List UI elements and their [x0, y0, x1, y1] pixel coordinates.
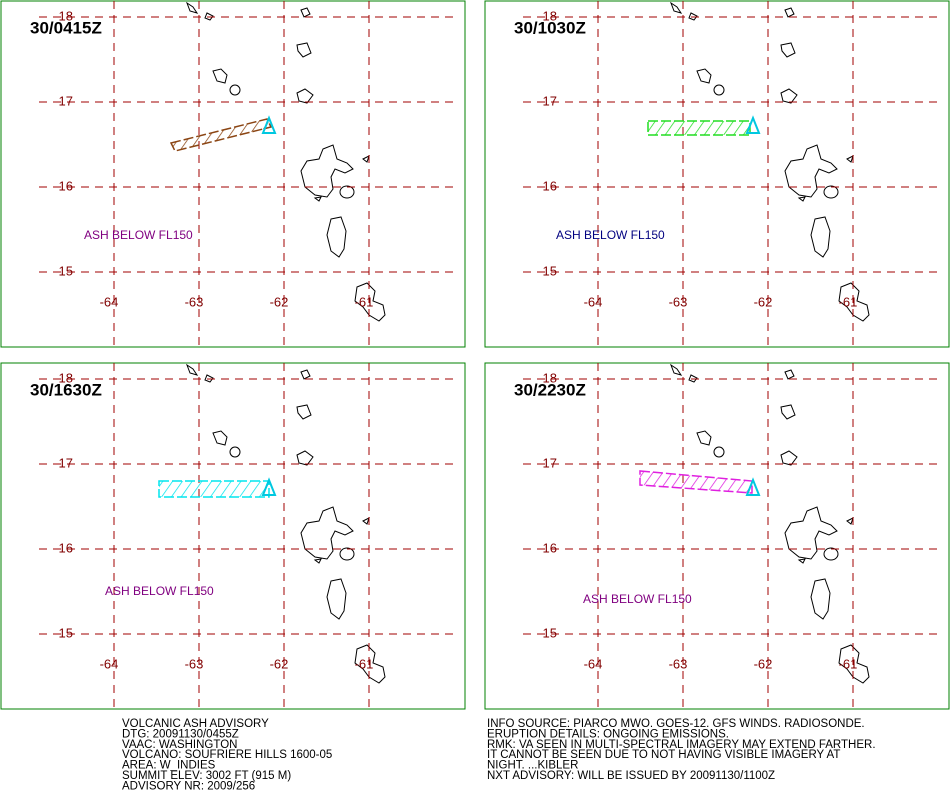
panel-frame — [484, 0, 950, 348]
longitude-label: -64 — [100, 294, 119, 309]
panel-frame — [484, 362, 950, 710]
advisory-text: SUMMIT ELEV: 3002 FT (915 M) — [122, 770, 291, 782]
ash-annotation: ASH BELOW FL150 — [105, 584, 214, 598]
longitude-label: -62 — [754, 656, 773, 671]
longitude-label: -63 — [669, 656, 688, 671]
advisory-text: NIGHT. ...KIBLER — [487, 760, 578, 772]
ash-area — [639, 470, 753, 494]
map-panel: 18 17 16 15 -64 -63 -62 -61 30/1030Z ASH BELOW FL… — [484, 0, 950, 348]
latitude-label: 15 — [59, 625, 73, 640]
advisory-text: ADVISORY NR: 2009/256 — [122, 780, 255, 792]
longitude-label: -64 — [584, 294, 603, 309]
ash-area — [647, 120, 751, 136]
longitude-label: -61 — [355, 656, 374, 671]
ash-annotation: ASH BELOW FL150 — [556, 228, 665, 242]
map-panel: 18 17 16 15 -64 -63 -62 -61 30/2230Z ASH BELOW FL… — [484, 362, 950, 710]
advisory-text: IT CANNOT BE SEEN DUE TO NOT HAVING VISI… — [487, 749, 840, 761]
latitude-label: 17 — [59, 455, 73, 470]
latitude-label: 18 — [59, 8, 73, 23]
advisory-text: AREA: W_INDIES — [122, 760, 216, 772]
valid-time: 30/2230Z — [514, 380, 586, 399]
panel-frame — [0, 362, 466, 710]
latitude-label: 16 — [543, 540, 557, 555]
longitude-label: -62 — [754, 294, 773, 309]
longitude-label: -62 — [270, 294, 289, 309]
latitude-label: 16 — [59, 540, 73, 555]
panel-frame — [0, 0, 466, 348]
map-panel: 18 17 16 15 -64 -63 -62 -61 30/1630Z ASH BELOW FL… — [0, 362, 466, 710]
advisory-text: ERUPTION DETAILS: ONGOING EMISSIONS. — [487, 728, 729, 740]
longitude-label: -64 — [100, 656, 119, 671]
longitude-label: -64 — [584, 656, 603, 671]
advisory-text: VOLCANO: SOUFRIERE HILLS 1600-05 — [122, 749, 332, 761]
longitude-label: -61 — [355, 294, 374, 309]
longitude-label: -63 — [669, 294, 688, 309]
volcano-marker — [745, 477, 761, 496]
longitude-label: -61 — [839, 656, 858, 671]
volcano-marker — [261, 115, 277, 134]
advisory-text: NXT ADVISORY: WILL BE ISSUED BY 20091130… — [487, 770, 775, 782]
ash-area — [169, 118, 273, 152]
valid-time: 30/1030Z — [514, 18, 586, 37]
latitude-label: 17 — [59, 93, 73, 108]
latitude-label: 15 — [543, 263, 557, 278]
latitude-label: 15 — [543, 625, 557, 640]
ash-annotation: ASH BELOW FL150 — [583, 592, 692, 606]
advisory-text: DTG: 20091130/0455Z — [122, 728, 239, 740]
longitude-label: -62 — [270, 656, 289, 671]
latitude-label: 18 — [543, 8, 557, 23]
advisory-text: INFO SOURCE: PIARCO MWO. GOES-12. GFS WI… — [487, 718, 865, 730]
latitude-label: 16 — [543, 178, 557, 193]
map-panel: 18 17 16 15 -64 -63 -62 -61 30/0415Z ASH BELOW FL… — [0, 0, 466, 348]
valid-time: 30/1630Z — [30, 380, 102, 399]
longitude-label: -63 — [185, 656, 204, 671]
latitude-label: 18 — [543, 370, 557, 385]
ash-area — [158, 480, 270, 498]
longitude-label: -63 — [185, 294, 204, 309]
latitude-label: 17 — [543, 455, 557, 470]
ash-annotation: ASH BELOW FL150 — [84, 228, 193, 242]
latitude-label: 16 — [59, 178, 73, 193]
volcano-marker — [745, 115, 761, 134]
advisory-text: VAAC: WASHINGTON — [122, 739, 237, 751]
valid-time: 30/0415Z — [30, 18, 102, 37]
advisory-text: RMK: VA SEEN IN MULTI-SPECTRAL IMAGERY M… — [487, 739, 876, 751]
latitude-label: 18 — [59, 370, 73, 385]
volcano-marker — [261, 477, 277, 496]
latitude-label: 15 — [59, 263, 73, 278]
latitude-label: 17 — [543, 93, 557, 108]
longitude-label: -61 — [839, 294, 858, 309]
advisory-text: VOLCANIC ASH ADVISORY — [122, 718, 269, 730]
